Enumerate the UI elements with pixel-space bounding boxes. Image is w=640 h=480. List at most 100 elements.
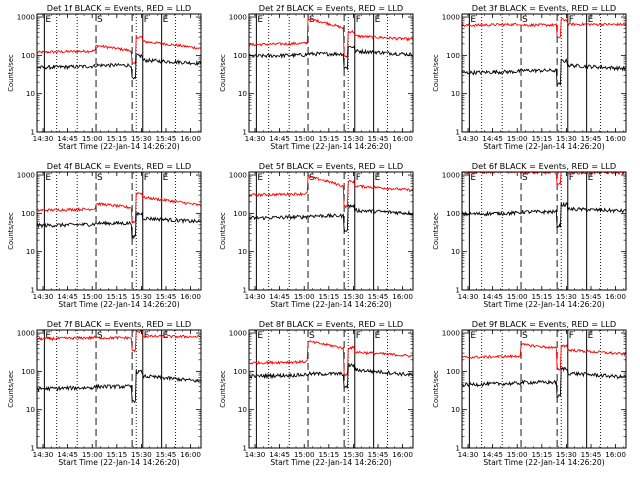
series-events-black <box>249 362 413 389</box>
y-axis-label: Counts/sec <box>7 54 15 92</box>
series-lld-red <box>462 343 626 371</box>
y-tick-label: 1000 <box>442 329 461 338</box>
marker-label: E <box>45 173 51 183</box>
marker-label: F <box>356 331 361 341</box>
y-axis-label: Counts/sec <box>7 212 15 250</box>
series-lld-red <box>462 18 626 39</box>
plot-frame <box>461 329 627 449</box>
panel-det-8f: Det 8f BLACK = Events, RED = LLD E S F E 1 10 1… <box>219 319 414 467</box>
x-tick-label: 14:45 <box>269 292 290 301</box>
x-tick-label: 15:45 <box>156 292 177 301</box>
marker-label: E <box>375 173 381 183</box>
x-tick-label: 15:00 <box>507 134 528 143</box>
x-tick-label: 16:00 <box>392 134 413 143</box>
x-tick-label: 14:45 <box>57 292 78 301</box>
marker-label: E <box>163 331 169 341</box>
x-tick-label: 16:00 <box>180 292 201 301</box>
plot-frame <box>36 171 202 291</box>
marker-label: E <box>257 173 263 183</box>
x-tick-label: 15:45 <box>156 134 177 143</box>
y-tick-label: 10 <box>238 405 248 414</box>
marker-label: E <box>470 173 476 183</box>
y-tick-label: 1 <box>455 286 460 295</box>
x-tick-label: 15:15 <box>106 292 127 301</box>
x-tick-label: 14:30 <box>245 292 266 301</box>
marker-label: E <box>163 15 169 25</box>
x-tick-label: 14:30 <box>458 292 479 301</box>
x-tick-label: 15:30 <box>343 450 364 459</box>
x-tick-label: 15:45 <box>581 450 602 459</box>
x-tick-label: 14:30 <box>33 292 54 301</box>
x-tick-label: 14:30 <box>245 450 266 459</box>
series-events-black <box>249 203 413 233</box>
y-tick-label: 1 <box>30 286 35 295</box>
marker-label: E <box>470 331 476 341</box>
x-tick-label: 15:15 <box>318 134 339 143</box>
series-events-black <box>37 369 201 404</box>
x-tick-label: 14:30 <box>245 134 266 143</box>
panel-title: Det 4f BLACK = Events, RED = LLD <box>47 161 191 171</box>
y-tick-label: 10 <box>451 405 461 414</box>
marker-label: S <box>522 15 528 25</box>
y-tick-label: 10 <box>451 89 461 98</box>
y-axis-label: Counts/sec <box>219 212 227 250</box>
x-tick-label: 14:45 <box>482 450 503 459</box>
series-events-black <box>37 211 201 240</box>
y-tick-label: 100 <box>233 209 247 218</box>
x-tick-label: 15:00 <box>294 292 315 301</box>
plot-frame <box>36 13 202 133</box>
marker-label: E <box>163 173 169 183</box>
x-tick-label: 14:45 <box>57 134 78 143</box>
y-tick-label: 10 <box>26 405 36 414</box>
y-tick-label: 1 <box>455 444 460 453</box>
series-lld-red <box>249 17 413 58</box>
plot-frame <box>36 329 202 449</box>
x-tick-label: 16:00 <box>392 292 413 301</box>
x-tick-label: 15:45 <box>581 292 602 301</box>
x-tick-label: 15:15 <box>106 450 127 459</box>
marker-label: E <box>375 15 381 25</box>
panel-det-6f: Det 6f BLACK = Events, RED = LLD E S F E 1 10 1… <box>432 161 627 309</box>
x-tick-label: 15:15 <box>106 134 127 143</box>
marker-label: F <box>569 15 574 25</box>
x-tick-label: 15:00 <box>82 450 103 459</box>
x-tick-label: 14:45 <box>269 134 290 143</box>
panel-title: Det 5f BLACK = Events, RED = LLD <box>259 161 403 171</box>
x-tick-label: 15:00 <box>507 292 528 301</box>
marker-label: S <box>97 331 103 341</box>
x-tick-label: 15:30 <box>131 134 152 143</box>
x-axis-label: Start Time (22-Jan-14 14:26:20) <box>483 458 604 467</box>
y-axis-label: Counts/sec <box>219 54 227 92</box>
panel-det-3f: Det 3f BLACK = Events, RED = LLD E S F E 1 10 1… <box>432 3 627 151</box>
x-tick-label: 16:00 <box>180 450 201 459</box>
x-tick-label: 15:30 <box>556 450 577 459</box>
y-tick-label: 10 <box>26 247 36 256</box>
y-tick-label: 100 <box>21 367 35 376</box>
marker-label: S <box>97 173 103 183</box>
y-axis-label: Counts/sec <box>219 370 227 408</box>
y-tick-label: 100 <box>21 209 35 218</box>
x-tick-label: 16:00 <box>605 292 626 301</box>
marker-label: E <box>45 331 51 341</box>
x-tick-label: 15:00 <box>507 450 528 459</box>
x-tick-label: 15:00 <box>82 292 103 301</box>
plot-frame <box>248 13 414 133</box>
y-tick-label: 1 <box>242 286 247 295</box>
x-axis-label: Start Time (22-Jan-14 14:26:20) <box>483 300 604 309</box>
marker-label: S <box>522 331 528 341</box>
x-tick-label: 14:30 <box>458 450 479 459</box>
x-tick-label: 14:45 <box>57 450 78 459</box>
x-axis-label: Start Time (22-Jan-14 14:26:20) <box>58 142 179 151</box>
marker-label: S <box>97 15 103 25</box>
y-axis-label: Counts/sec <box>432 212 440 250</box>
y-tick-label: 1 <box>455 128 460 137</box>
marker-label: E <box>257 15 263 25</box>
x-tick-label: 15:15 <box>318 450 339 459</box>
marker-label: E <box>470 15 476 25</box>
x-tick-label: 15:45 <box>368 450 389 459</box>
y-tick-label: 1000 <box>229 329 248 338</box>
x-tick-label: 14:45 <box>482 134 503 143</box>
y-tick-label: 100 <box>446 51 460 60</box>
y-tick-label: 1000 <box>17 171 36 180</box>
